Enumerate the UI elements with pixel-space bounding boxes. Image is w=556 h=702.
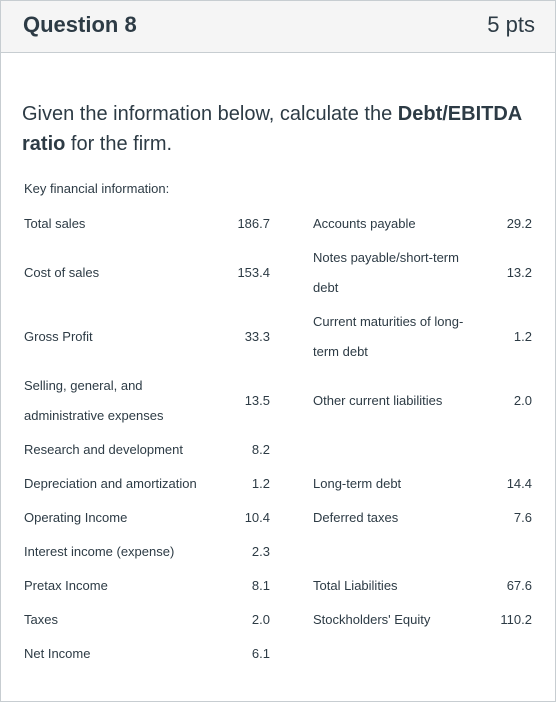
row-value-long-term-debt: 14.4	[506, 476, 532, 491]
row-label-current-maturities-line1: Current maturities of long-	[313, 314, 464, 329]
row-label-sga-line1: Selling, general, and	[24, 378, 143, 393]
row-label-depreciation: Depreciation and amortization	[24, 476, 197, 491]
row-label-total-sales: Total sales	[24, 216, 86, 231]
row-label-interest: Interest income (expense)	[24, 544, 175, 559]
question-text-end: for the firm.	[65, 133, 173, 155]
row-value-total-sales: 186.7	[237, 216, 270, 231]
row-value-net-income: 6.1	[251, 646, 270, 661]
row-value-rnd: 8.2	[251, 442, 270, 457]
row-value-other-current-liabilities: 2.0	[513, 393, 532, 408]
row-value-accounts-payable: 29.2	[506, 216, 532, 231]
row-label-stockholders-equity: Stockholders' Equity	[313, 612, 431, 627]
question-text-start: Given the information below, calculate t…	[22, 103, 398, 125]
row-value-deferred-taxes: 7.6	[513, 510, 532, 525]
row-label-deferred-taxes: Deferred taxes	[313, 510, 399, 525]
row-value-total-liabilities: 67.6	[506, 578, 532, 593]
row-label-net-income: Net Income	[24, 646, 91, 661]
key-info-label: Key financial information:	[24, 181, 170, 196]
row-value-current-maturities: 1.2	[513, 329, 532, 344]
question-text-bold: Debt/EBITDA ratio	[22, 103, 522, 155]
row-label-accounts-payable: Accounts payable	[313, 216, 416, 231]
row-value-taxes: 2.0	[251, 612, 270, 627]
row-label-sga-line2: administrative expenses	[24, 408, 164, 423]
row-value-interest: 2.3	[251, 544, 270, 559]
question-text: Given the information below, calculate t…	[22, 99, 542, 159]
question-points: 5 pts	[487, 12, 535, 37]
row-value-gross-profit: 33.3	[244, 329, 270, 344]
row-value-stockholders-equity: 110.2	[500, 612, 532, 627]
row-value-pretax-income: 8.1	[251, 578, 270, 593]
question-header: Question 8 5 pts	[1, 1, 555, 53]
row-value-operating-income: 10.4	[244, 510, 270, 525]
row-label-notes-payable-line2: debt	[313, 280, 339, 295]
row-label-current-maturities-line2: term debt	[313, 344, 368, 359]
row-label-rnd: Research and development	[24, 442, 183, 457]
row-label-notes-payable-line1: Notes payable/short-term	[313, 250, 459, 265]
row-value-notes-payable: 13.2	[506, 265, 532, 280]
row-label-total-liabilities: Total Liabilities	[313, 578, 398, 593]
row-value-depreciation: 1.2	[251, 476, 270, 491]
row-label-taxes: Taxes	[24, 612, 58, 627]
question-title: Question 8	[23, 12, 137, 37]
row-value-sga: 13.5	[244, 393, 270, 408]
row-label-long-term-debt: Long-term debt	[313, 476, 402, 491]
row-label-gross-profit: Gross Profit	[24, 329, 93, 344]
row-label-operating-income: Operating Income	[24, 510, 128, 525]
row-value-cost-of-sales: 153.4	[237, 265, 270, 280]
row-label-pretax-income: Pretax Income	[24, 578, 108, 593]
row-label-cost-of-sales: Cost of sales	[24, 265, 100, 280]
row-label-other-current-liabilities: Other current liabilities	[313, 393, 443, 408]
